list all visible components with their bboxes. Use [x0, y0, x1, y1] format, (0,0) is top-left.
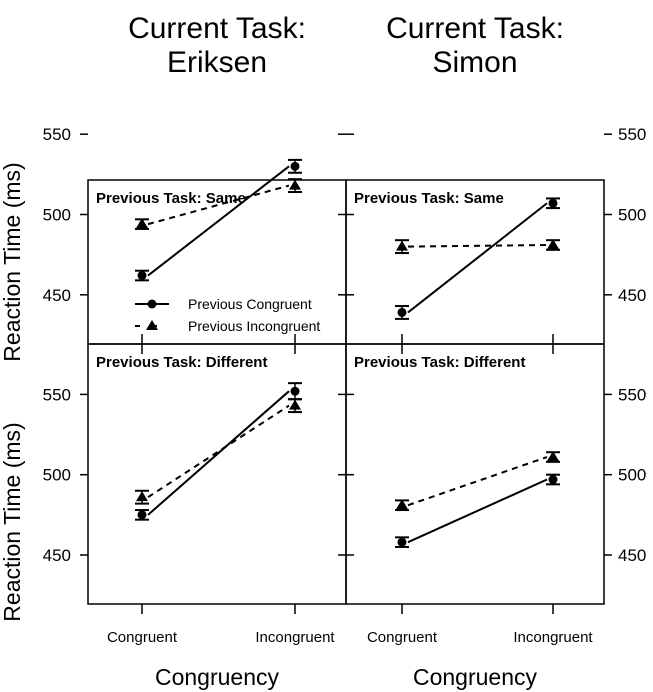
legend-triangle-marker: [146, 320, 158, 330]
panel-frame: [345, 343, 605, 605]
panel-title: Previous Task: Different: [354, 354, 525, 371]
y-tick-label: 450: [43, 546, 71, 565]
y-tick-label: 500: [43, 206, 71, 225]
point-circle: [548, 475, 558, 485]
panel-title: Previous Task: Same: [354, 190, 504, 207]
y-tick-label: 500: [618, 206, 646, 225]
y-tick-label: 500: [43, 466, 71, 485]
y-tick-label: 550: [43, 385, 71, 404]
series-line: [407, 456, 548, 507]
series-line: [407, 478, 548, 544]
series-line: [147, 184, 290, 226]
point-triangle: [136, 218, 148, 229]
x-axis-label-right: Congruency: [413, 664, 538, 690]
y-axis-label-bottom: Reaction Time (ms): [0, 422, 25, 621]
point-triangle: [547, 451, 559, 462]
point-triangle: [396, 240, 408, 251]
point-circle: [397, 537, 407, 547]
y-tick-label: 550: [43, 125, 71, 144]
y-tick-label: 550: [618, 125, 646, 144]
point-triangle: [289, 179, 301, 190]
x-tick-label: Congruent: [107, 629, 178, 646]
point-triangle: [289, 399, 301, 410]
point-circle: [137, 510, 147, 520]
column-title-eriksen-line1: Current Task:: [128, 12, 306, 45]
point-circle: [548, 198, 558, 208]
column-title-simon-line2: Simon: [432, 46, 517, 79]
series-line: [147, 165, 290, 277]
x-tick-label: Incongruent: [255, 629, 335, 646]
point-circle: [290, 386, 300, 396]
point-triangle: [547, 239, 559, 250]
point-circle: [290, 161, 300, 171]
legend-label: Previous Congruent: [188, 296, 312, 312]
y-tick-label: 450: [43, 286, 71, 305]
legend-circle-marker: [147, 299, 157, 309]
panel-frame: [87, 343, 347, 605]
y-tick-label: 550: [618, 385, 646, 404]
y-tick-label: 500: [618, 466, 646, 485]
x-axis-label-left: Congruency: [155, 664, 280, 690]
point-triangle: [136, 491, 148, 502]
point-triangle: [396, 499, 408, 510]
point-circle: [397, 307, 407, 317]
column-title-eriksen-line2: Eriksen: [167, 46, 267, 79]
series-line: [147, 390, 290, 516]
panel-title: Previous Task: Different: [96, 354, 267, 371]
series-line: [147, 404, 290, 499]
column-title-simon-line1: Current Task:: [386, 12, 564, 45]
panel-title: Previous Task: Same: [96, 190, 246, 207]
series-line: [407, 202, 548, 314]
x-tick-label: Congruent: [367, 629, 438, 646]
series-line: [407, 244, 548, 248]
legend-label: Previous Incongruent: [188, 318, 320, 334]
x-tick-label: Incongruent: [513, 629, 593, 646]
y-tick-label: 450: [618, 286, 646, 305]
y-axis-label-top: Reaction Time (ms): [0, 162, 25, 361]
point-circle: [137, 271, 147, 281]
y-tick-label: 450: [618, 546, 646, 565]
